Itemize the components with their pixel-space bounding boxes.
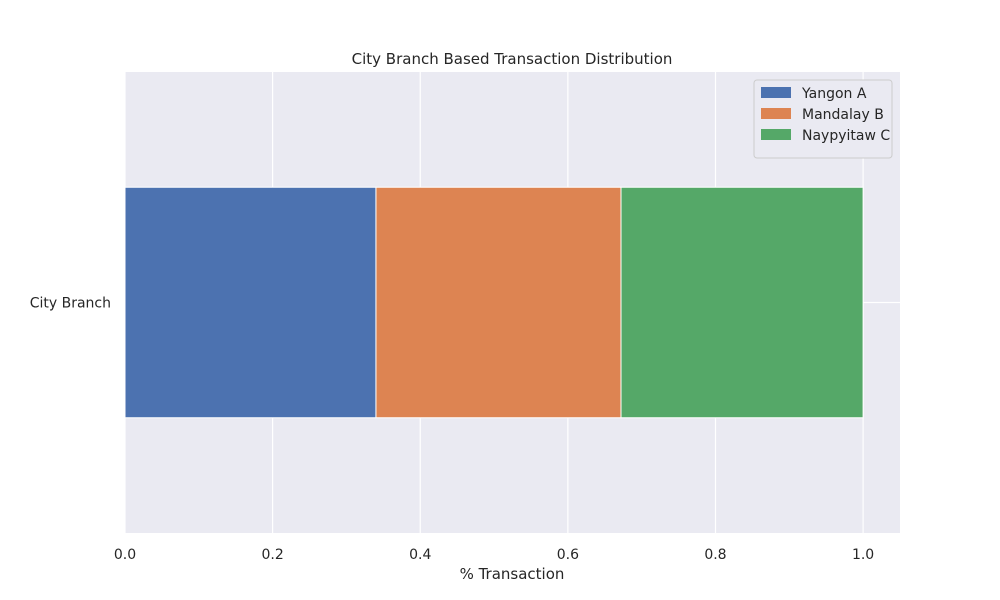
legend-label-mandalay-b: Mandalay B: [802, 107, 884, 123]
x-tick-labels: 0.0 0.2 0.4 0.6 0.8 1.0: [114, 547, 874, 563]
legend-swatch-naypyitaw-c: [761, 129, 791, 140]
y-tick-labels: City Branch: [30, 296, 111, 312]
x-tick-label-2: 0.4: [409, 547, 431, 563]
bars: [124, 186, 864, 419]
legend-swatch-mandalay-b: [761, 108, 791, 119]
legend-swatch-yangon-a: [761, 87, 791, 98]
legend-label-yangon-a: Yangon A: [801, 86, 867, 102]
bar-yangon-a: [124, 186, 377, 419]
x-tick-label-1: 0.2: [261, 547, 283, 563]
chart-title: City Branch Based Transaction Distributi…: [352, 50, 673, 68]
bar-naypyitaw-c: [620, 186, 864, 419]
legend: Yangon A Mandalay B Naypyitaw C: [753, 79, 893, 159]
legend-label-naypyitaw-c: Naypyitaw C: [802, 128, 890, 144]
y-tick-label-0: City Branch: [30, 296, 111, 312]
x-axis-label: % Transaction: [460, 565, 565, 583]
bar-mandalay-b: [375, 186, 622, 419]
x-tick-label-3: 0.6: [557, 547, 579, 563]
x-tick-label-4: 0.8: [704, 547, 726, 563]
x-tick-label-5: 1.0: [852, 547, 874, 563]
x-tick-label-0: 0.0: [114, 547, 136, 563]
